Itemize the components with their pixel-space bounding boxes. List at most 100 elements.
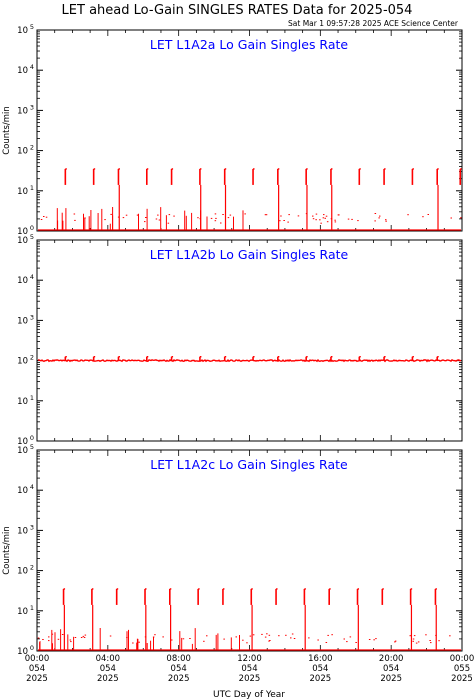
rate-point: [269, 640, 271, 641]
y-axis-label: Counts/min: [2, 526, 12, 575]
rate-point: [268, 640, 270, 642]
rate-point: [189, 638, 191, 639]
rate-point: [357, 220, 359, 222]
x-tick-doy: 054: [171, 664, 187, 674]
y-tick-label: 10: [17, 106, 28, 116]
rate-point: [242, 639, 244, 641]
rate-point: [378, 217, 380, 219]
rate-point: [214, 213, 217, 215]
y-tick-exponent: 0: [30, 224, 34, 232]
rate-point: [325, 215, 328, 217]
x-tick-doy: 054: [312, 664, 328, 674]
y-tick-exponent: 3: [30, 103, 34, 111]
rate-point: [288, 214, 290, 216]
rate-point: [110, 213, 112, 215]
rate-point: [385, 219, 387, 221]
rate-point: [280, 215, 282, 217]
y-tick-exponent: 2: [30, 144, 34, 152]
rate-point: [320, 222, 322, 224]
rate-point: [235, 636, 237, 638]
rate-point: [227, 217, 230, 219]
rate-point: [449, 635, 451, 637]
rate-point: [154, 634, 156, 636]
rate-point: [223, 638, 225, 640]
x-tick-year: 2025: [97, 674, 119, 684]
rate-point: [394, 640, 397, 642]
y-tick-exponent: 4: [30, 483, 34, 491]
rate-point: [80, 637, 83, 638]
rate-point: [334, 221, 337, 223]
rate-point: [322, 217, 325, 219]
rate-point: [373, 639, 375, 641]
rate-point: [427, 214, 429, 215]
y-tick-label: 10: [17, 66, 28, 76]
y-tick-label: 10: [17, 567, 28, 577]
x-tick-time: 20:00: [379, 654, 404, 664]
rate-point: [144, 221, 146, 223]
rate-point: [287, 221, 289, 223]
rate-point: [168, 214, 171, 216]
rate-point: [157, 214, 159, 216]
x-tick-doy: 055: [454, 664, 470, 674]
rate-point: [422, 216, 424, 218]
x-tick-time: 08:00: [166, 654, 191, 664]
rate-point: [222, 214, 224, 215]
y-tick-exponent: 3: [30, 313, 34, 321]
data-series: [38, 168, 462, 231]
x-tick-year: 2025: [26, 674, 48, 684]
rate-point: [206, 635, 208, 637]
rate-point: [264, 636, 267, 638]
rate-point: [173, 215, 175, 217]
y-tick-label: 10: [17, 397, 28, 407]
rate-point: [152, 636, 155, 638]
y-tick-exponent: 0: [30, 434, 34, 442]
rate-point: [326, 221, 329, 223]
y-tick-exponent: 2: [30, 354, 34, 362]
rate-point: [138, 641, 140, 643]
rate-point: [407, 214, 409, 216]
rate-point: [355, 642, 357, 643]
rate-point: [162, 636, 164, 638]
rate-point: [70, 641, 72, 643]
rate-point: [136, 214, 139, 216]
x-tick-time: 16:00: [308, 654, 333, 664]
rate-point: [42, 639, 44, 640]
rate-point: [51, 633, 54, 635]
rate-point: [210, 217, 213, 219]
panel-title: LET L1A2c Lo Gain Singles Rate: [150, 457, 348, 472]
data-series: [38, 356, 462, 363]
rate-point: [61, 634, 64, 635]
y-tick-exponent: 4: [30, 63, 34, 71]
rate-point: [331, 634, 333, 636]
rate-point: [415, 642, 418, 644]
rate-point: [394, 641, 396, 643]
y-tick-exponent: 1: [30, 394, 34, 402]
rate-point: [197, 217, 199, 219]
rate-point: [347, 218, 350, 220]
rate-point: [182, 638, 185, 640]
rate-point: [109, 635, 112, 637]
rate-point: [379, 215, 381, 217]
rate-point: [48, 636, 50, 638]
rate-point: [425, 634, 427, 636]
rate-point: [343, 638, 345, 640]
rate-point: [368, 639, 371, 640]
rate-point: [417, 641, 420, 643]
rate-point: [125, 214, 128, 216]
rate-point: [104, 219, 106, 221]
y-tick-label: 10: [17, 316, 28, 326]
plot-frame: [36, 449, 463, 652]
rate-point: [290, 637, 292, 639]
rate-point: [246, 642, 248, 644]
rate-point: [430, 642, 432, 644]
rate-point: [268, 634, 271, 636]
rate-point: [45, 216, 48, 218]
rate-point: [317, 639, 319, 641]
rate-point: [214, 220, 217, 222]
rate-point: [48, 640, 50, 642]
rate-point: [325, 642, 328, 643]
